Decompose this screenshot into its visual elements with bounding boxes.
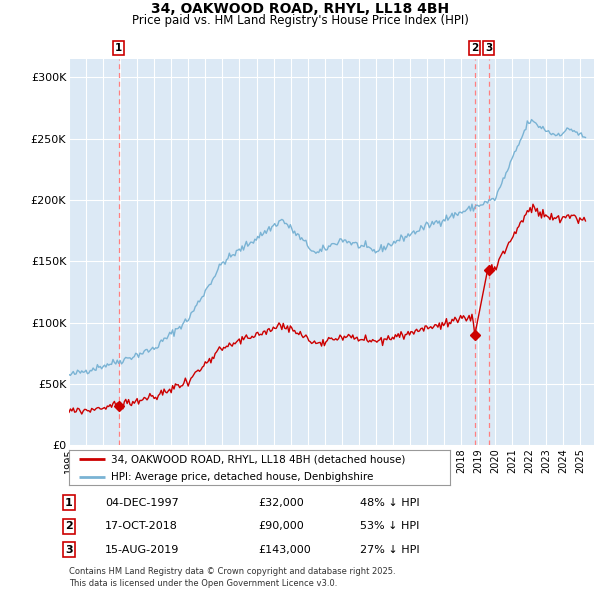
Text: 04-DEC-1997: 04-DEC-1997 — [105, 498, 179, 507]
Text: 1: 1 — [115, 43, 122, 53]
Text: 48% ↓ HPI: 48% ↓ HPI — [360, 498, 419, 507]
Text: 27% ↓ HPI: 27% ↓ HPI — [360, 545, 419, 555]
Text: £90,000: £90,000 — [258, 522, 304, 531]
Text: 3: 3 — [65, 545, 73, 555]
Text: £143,000: £143,000 — [258, 545, 311, 555]
Text: 34, OAKWOOD ROAD, RHYL, LL18 4BH (detached house): 34, OAKWOOD ROAD, RHYL, LL18 4BH (detach… — [111, 454, 405, 464]
Text: 17-OCT-2018: 17-OCT-2018 — [105, 522, 178, 531]
Text: 2: 2 — [471, 43, 478, 53]
Text: 15-AUG-2019: 15-AUG-2019 — [105, 545, 179, 555]
Text: 1: 1 — [65, 498, 73, 507]
Text: 2: 2 — [65, 522, 73, 531]
Text: 3: 3 — [485, 43, 492, 53]
Text: £32,000: £32,000 — [258, 498, 304, 507]
Text: 34, OAKWOOD ROAD, RHYL, LL18 4BH: 34, OAKWOOD ROAD, RHYL, LL18 4BH — [151, 2, 449, 16]
Text: Price paid vs. HM Land Registry's House Price Index (HPI): Price paid vs. HM Land Registry's House … — [131, 14, 469, 27]
Text: 53% ↓ HPI: 53% ↓ HPI — [360, 522, 419, 531]
Text: Contains HM Land Registry data © Crown copyright and database right 2025.
This d: Contains HM Land Registry data © Crown c… — [69, 568, 395, 588]
Text: HPI: Average price, detached house, Denbighshire: HPI: Average price, detached house, Denb… — [111, 472, 373, 482]
